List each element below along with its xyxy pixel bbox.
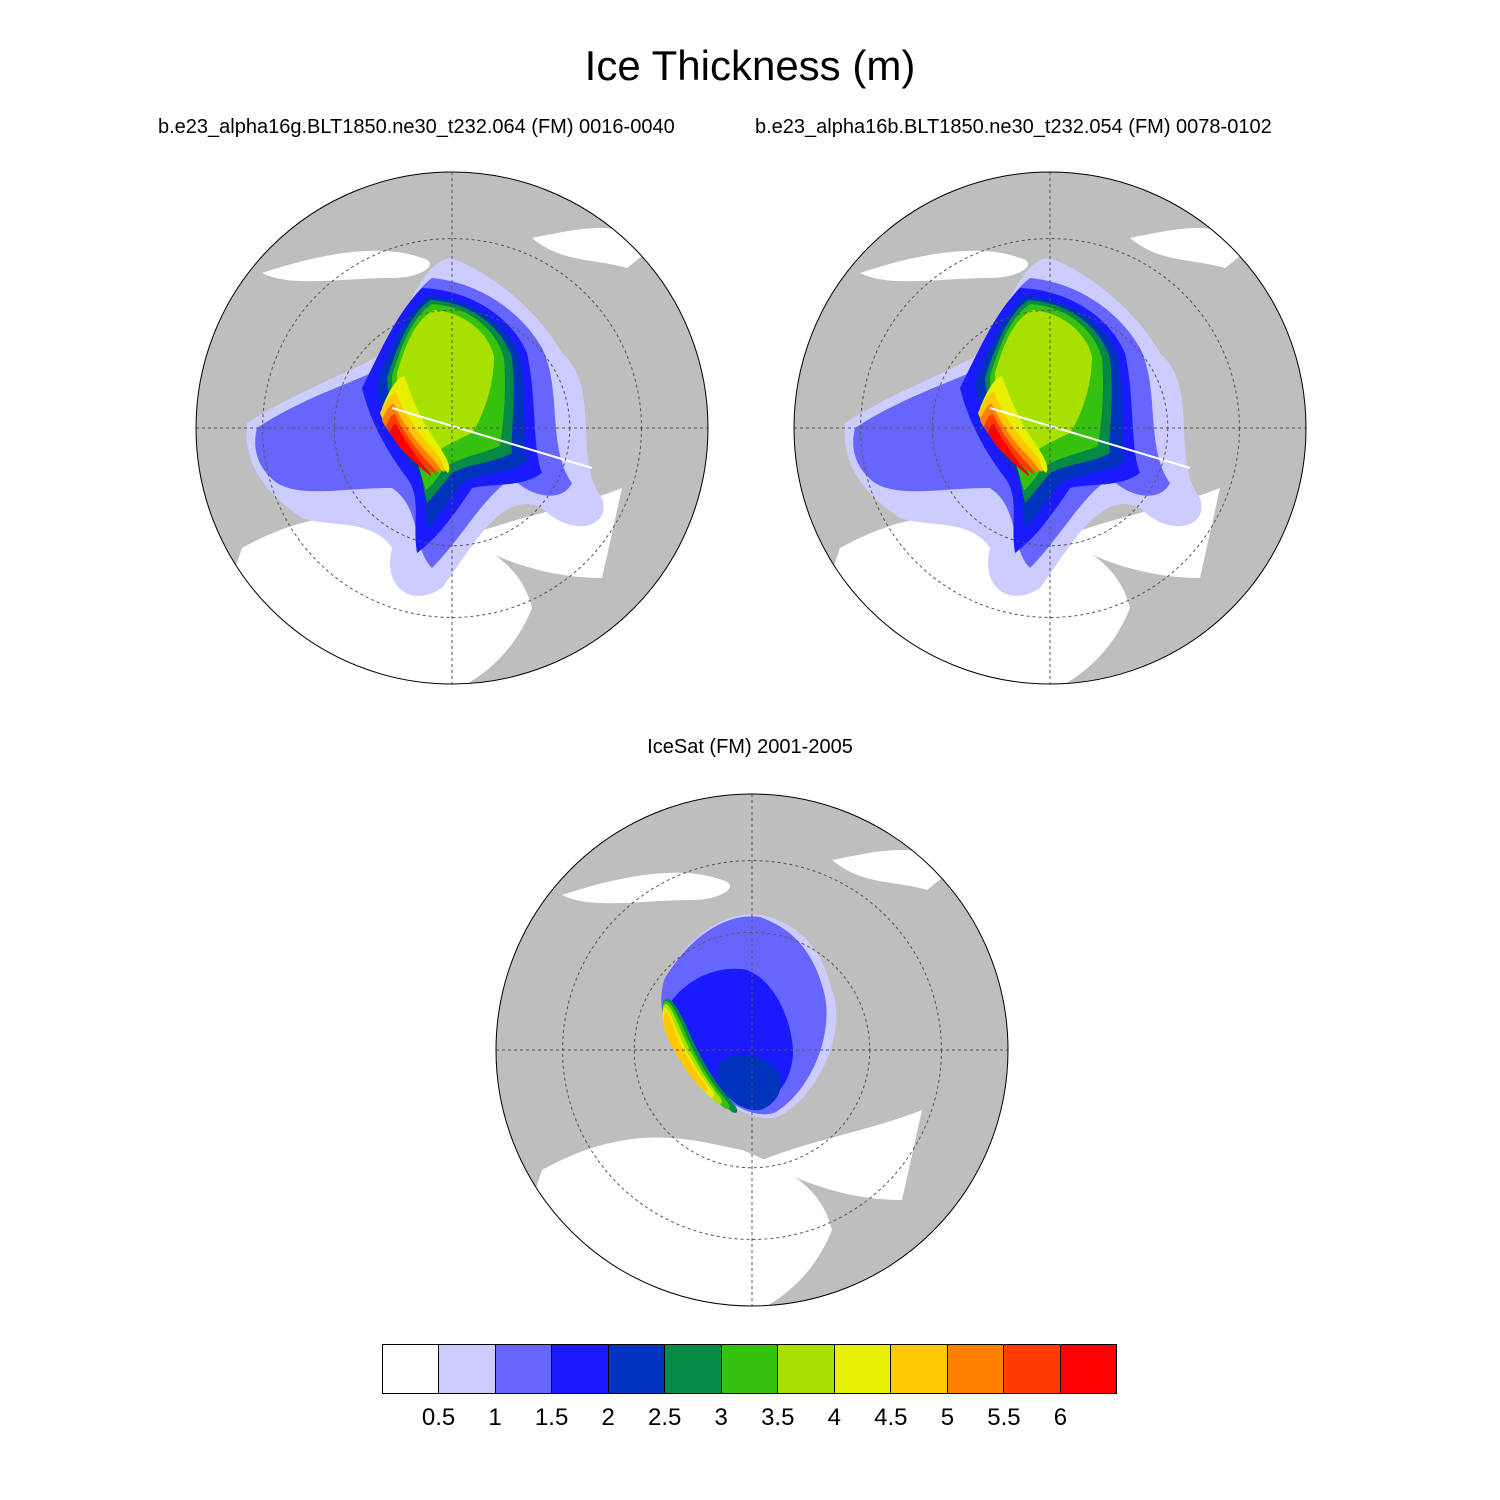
colorbar-box: [891, 1345, 948, 1393]
ocean-region: [262, 250, 431, 282]
polar-map-model-1: [195, 171, 709, 685]
panel-3-subtitle: IceSat (FM) 2001-2005: [647, 736, 853, 758]
panel-2-subtitle: b.e23_alpha16b.BLT1850.ne30_t232.054 (FM…: [755, 116, 1272, 138]
ocean-region: [532, 228, 652, 268]
panel-1-subtitle: b.e23_alpha16g.BLT1850.ne30_t232.064 (FM…: [158, 116, 675, 138]
ocean-region: [1130, 228, 1250, 268]
colorbar-label: 2.5: [648, 1404, 682, 1431]
colorbar-label: 3: [714, 1404, 728, 1431]
colorbar-label: 4: [827, 1404, 841, 1431]
colorbar: [382, 1344, 1117, 1394]
colorbar-box: [439, 1345, 496, 1393]
ice-thickness-contour: [717, 1054, 781, 1111]
ocean-region: [562, 872, 731, 904]
ocean-region: [860, 250, 1029, 282]
map-boundary: [793, 171, 1307, 685]
colorbar-label: 3.5: [761, 1404, 795, 1431]
colorbar-box: [552, 1345, 609, 1393]
colorbar-box: [495, 1345, 553, 1393]
ice-thickness-contour: [663, 1011, 708, 1092]
ocean-region: [762, 1110, 922, 1200]
section-line: [391, 407, 593, 469]
colorbar-box: [383, 1345, 440, 1393]
colorbar-box: [721, 1345, 779, 1393]
colorbar-label: 0.5: [421, 1404, 456, 1431]
ice-thickness-contour: [662, 1004, 722, 1105]
colorbar-box: [834, 1345, 892, 1393]
colorbar-box: [947, 1345, 1005, 1393]
colorbar-label: 4.5: [874, 1404, 908, 1431]
polar-map-icesat: [495, 793, 1009, 1307]
colorbar-labels: 0.5 1 1.5 2 2.5 3 3.5 4 4.5 5 5.5 6: [382, 1404, 1117, 1434]
colorbar-box: [1060, 1345, 1117, 1393]
map-boundary: [495, 793, 1009, 1307]
ocean-region: [832, 850, 952, 890]
colorbar-box: [778, 1345, 835, 1393]
colorbar-box: [1004, 1345, 1061, 1393]
figure-title: Ice Thickness (m): [584, 42, 916, 89]
ice-thickness-contour: [662, 1007, 715, 1098]
colorbar-label: 1: [488, 1404, 502, 1431]
section-line: [989, 407, 1191, 469]
colorbar-box: [665, 1345, 722, 1393]
colorbar-label: 5: [940, 1404, 955, 1431]
ice-thickness-contour: [988, 424, 1030, 476]
map-boundary: [195, 171, 709, 685]
colorbar-label: 5.5: [987, 1404, 1021, 1431]
ocean-region: [682, 1190, 772, 1237]
colorbar-label: 6: [1053, 1404, 1068, 1431]
polar-map-model-2: [793, 171, 1307, 685]
colorbar-label: 1.5: [534, 1404, 569, 1431]
colorbar-label: 2: [601, 1404, 615, 1431]
colorbar-box: [608, 1345, 666, 1393]
ice-thickness-contour: [390, 424, 432, 476]
